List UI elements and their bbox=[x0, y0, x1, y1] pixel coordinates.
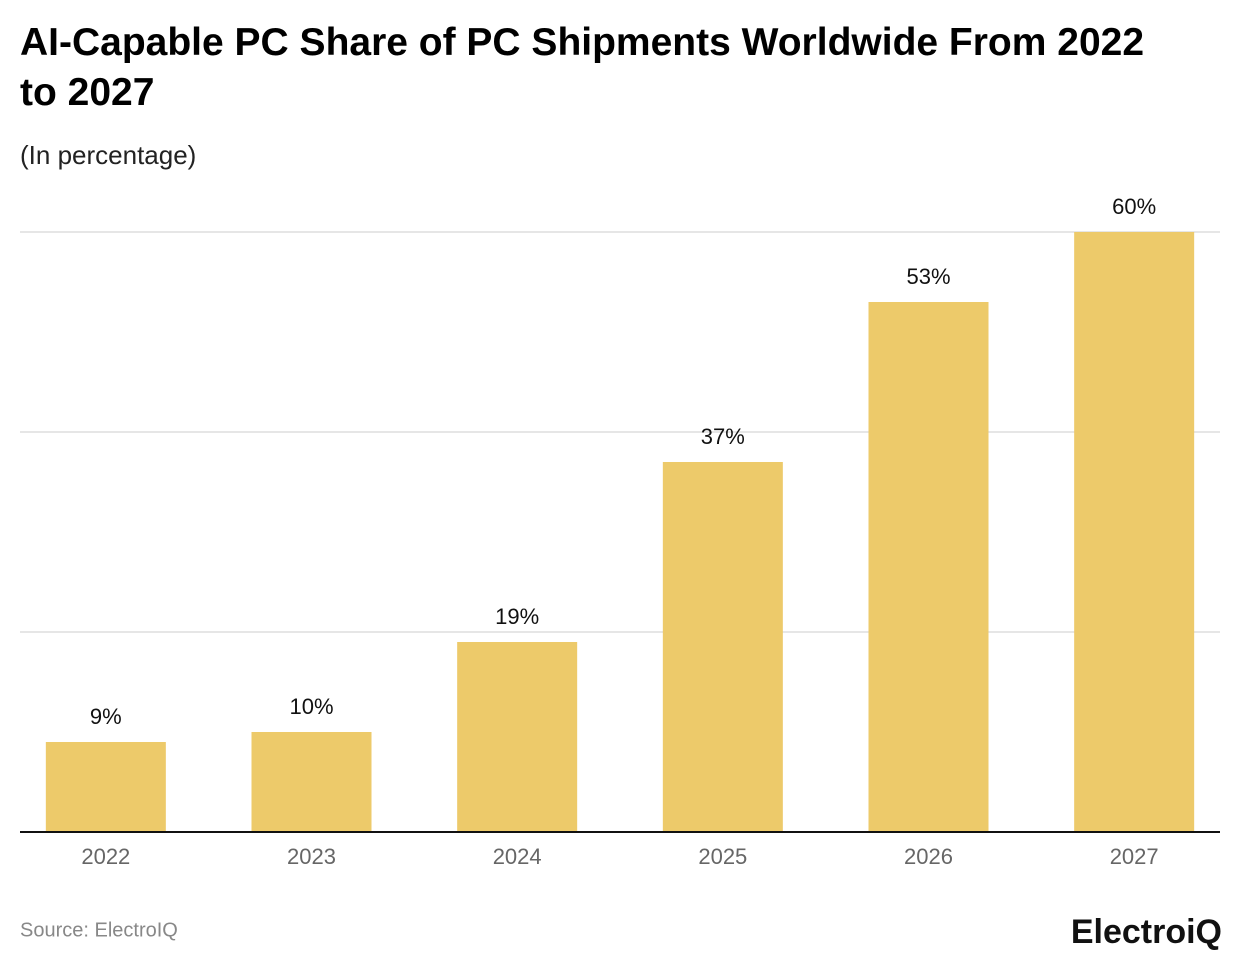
bar bbox=[1074, 232, 1195, 832]
bar bbox=[457, 642, 578, 832]
bar bbox=[45, 742, 166, 832]
x-tick-label: 2026 bbox=[904, 844, 953, 869]
chart-subtitle: (In percentage) bbox=[20, 140, 196, 170]
x-tick-label: 2025 bbox=[698, 844, 747, 869]
title-box: AI-Capable PC Share of PC Shipments Worl… bbox=[20, 21, 1145, 114]
value-label: 19% bbox=[495, 604, 539, 629]
value-label: 53% bbox=[906, 264, 950, 289]
value-label: 9% bbox=[90, 704, 122, 729]
chart-title: AI-Capable PC Share of PC Shipments Worl… bbox=[20, 21, 1145, 114]
value-label: 10% bbox=[289, 694, 333, 719]
x-tick-label: 2024 bbox=[493, 844, 542, 869]
x-tick-label: 2022 bbox=[81, 844, 130, 869]
x-tick-label: 2023 bbox=[287, 844, 336, 869]
bar bbox=[868, 302, 989, 832]
value-label: 60% bbox=[1112, 194, 1156, 219]
bar bbox=[251, 732, 372, 832]
logo: ElectroiQ bbox=[1071, 913, 1222, 951]
source: Source: ElectroIQ bbox=[20, 919, 178, 941]
x-tick-label: 2027 bbox=[1110, 844, 1159, 869]
value-label: 37% bbox=[701, 424, 745, 449]
bar bbox=[662, 462, 783, 832]
